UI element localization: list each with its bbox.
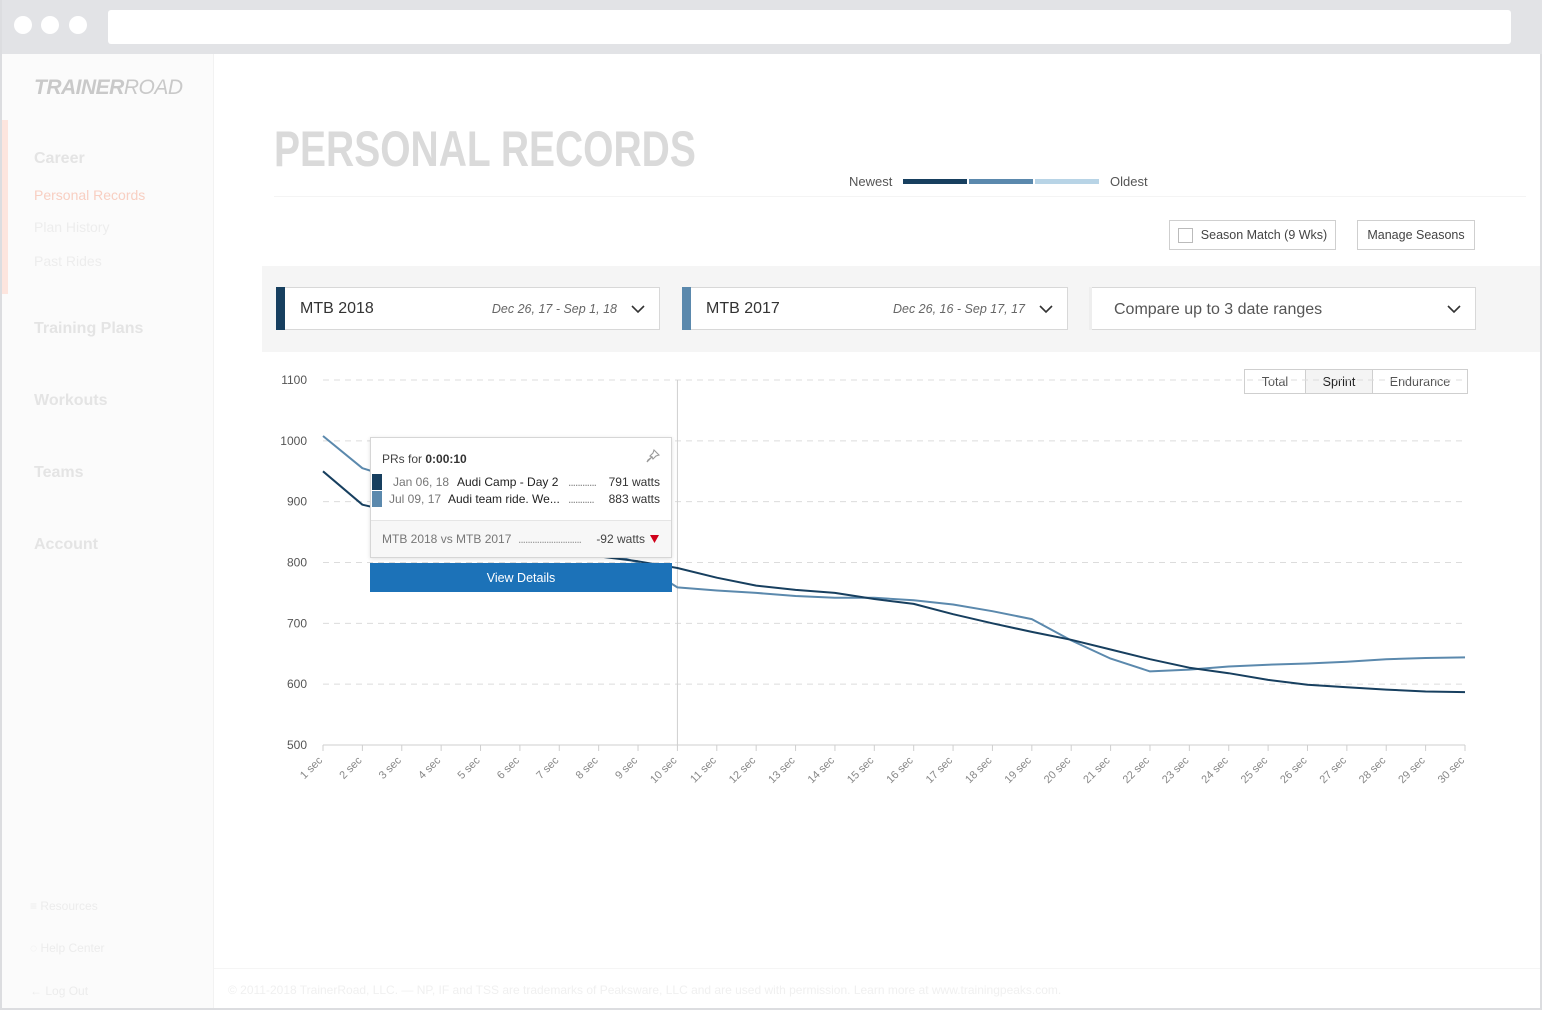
list-icon: ≡	[30, 899, 41, 913]
arrow-left-icon: ←	[30, 984, 46, 998]
series-swatch	[372, 491, 382, 507]
season-match-label: Season Match (9 Wks)	[1200, 228, 1328, 242]
sidebar-item-plan-history[interactable]: Plan History	[34, 219, 110, 235]
comparison-label: MTB 2018 vs MTB 2017	[382, 532, 512, 546]
season-match-checkbox[interactable]	[1177, 227, 1193, 243]
date-range-selector-1[interactable]: MTB 2018 Dec 26, 17 - Sep 1, 18	[276, 287, 660, 330]
season-match-toggle[interactable]: Season Match (9 Wks)	[1169, 220, 1336, 250]
nav-active-indicator	[2, 120, 8, 294]
sidebar-item-workouts[interactable]: Workouts	[34, 392, 108, 409]
range-name: MTB 2017	[706, 300, 780, 317]
sidebar-item-personal-records[interactable]: Personal Records	[34, 187, 146, 203]
range-color-marker	[682, 287, 691, 330]
window-minimize-dot[interactable]	[41, 16, 59, 34]
tab-total[interactable]: Total	[1245, 370, 1306, 393]
series-swatch	[372, 474, 382, 490]
sidebar-link-log-out[interactable]: ← Log Out	[30, 984, 89, 998]
legend-oldest-label: Oldest	[1110, 174, 1148, 189]
leader-dots: ...........	[568, 492, 595, 506]
manage-seasons-button[interactable]: Manage Seasons	[1357, 220, 1475, 250]
sidebar-item-past-rides[interactable]: Past Rides	[34, 253, 102, 269]
page-title: PERSONAL RECORDS	[274, 121, 696, 177]
sidebar-item-career[interactable]: Career	[34, 150, 85, 167]
tooltip-heading: PRs for 0:00:10	[382, 452, 467, 466]
tooltip-divider	[371, 520, 671, 521]
tooltip-row-2017: Jul 09, 17 Audi team ride. We... .......…	[371, 491, 671, 507]
pr-tooltip: PRs for 0:00:10 Jan 06, 18 Audi Camp - D…	[370, 437, 672, 558]
sidebar-item-training-plans[interactable]: Training Plans	[34, 320, 144, 337]
range-placeholder: Compare up to 3 date ranges	[1114, 301, 1323, 318]
range-dates: Dec 26, 17 - Sep 1, 18	[491, 302, 617, 316]
title-divider	[274, 196, 1526, 197]
leader-dots: ...........................	[518, 532, 582, 546]
leader-dots: ............	[568, 475, 597, 489]
sidebar-item-account[interactable]: Account	[34, 536, 98, 553]
pr-date: Jan 06, 18	[393, 475, 450, 489]
date-range-selector-3[interactable]: Compare up to 3 date ranges	[1089, 287, 1476, 330]
range-name: MTB 2018	[300, 300, 374, 317]
pr-ride-name: Audi Camp - Day 2	[457, 475, 559, 489]
legend-newest-swatch	[903, 179, 967, 184]
window-zoom-dot[interactable]	[69, 16, 87, 34]
view-details-button[interactable]: View Details	[370, 563, 672, 592]
date-range-selector-2[interactable]: MTB 2017 Dec 26, 16 - Sep 17, 17	[682, 287, 1068, 330]
down-arrow-icon	[650, 535, 659, 543]
pr-watts: 883 watts	[608, 492, 660, 506]
chevron-down-icon	[631, 305, 645, 314]
range-color-marker	[1089, 287, 1092, 330]
pr-date: Jul 09, 17	[389, 492, 442, 506]
sidebar-item-teams[interactable]: Teams	[34, 464, 84, 481]
footer-divider	[214, 968, 1540, 969]
trainerroad-logo[interactable]: TRAINERROAD	[34, 76, 183, 99]
comparison-value: -92 watts	[596, 532, 645, 546]
legend-oldest-swatch	[1035, 179, 1099, 184]
chevron-down-icon	[1447, 305, 1461, 314]
legend-middle-swatch	[969, 179, 1033, 184]
chart-mode-tabs: Total Sprint Endurance	[1244, 369, 1468, 394]
sidebar: TRAINERROAD Career Personal Records Plan…	[2, 54, 214, 1008]
legend-newest-label: Newest	[849, 174, 893, 189]
range-dates: Dec 26, 16 - Sep 17, 17	[892, 302, 1025, 316]
pr-ride-name: Audi team ride. We...	[448, 492, 560, 506]
sidebar-link-help-center[interactable]: ◌ Help Center	[30, 941, 105, 955]
tab-sprint[interactable]: Sprint	[1306, 370, 1373, 393]
pr-watts: 791 watts	[608, 475, 660, 489]
window-close-dot[interactable]	[14, 16, 32, 34]
chevron-down-icon	[1039, 305, 1053, 314]
help-circle-icon: ◌	[30, 941, 41, 955]
sidebar-link-resources[interactable]: ≡ Resources	[30, 899, 98, 913]
tab-endurance[interactable]: Endurance	[1389, 374, 1451, 389]
footer-copyright: © 2011-2018 TrainerRoad, LLC. — NP, IF a…	[228, 983, 1062, 997]
pin-icon[interactable]	[645, 448, 661, 464]
address-bar[interactable]	[108, 10, 1511, 44]
tooltip-row-2018: Jan 06, 18 Audi Camp - Day 2 ...........…	[371, 474, 671, 490]
range-color-marker	[276, 287, 285, 330]
tooltip-comparison: MTB 2018 vs MTB 2017 ...................…	[371, 521, 671, 557]
browser-titlebar	[2, 0, 1542, 54]
